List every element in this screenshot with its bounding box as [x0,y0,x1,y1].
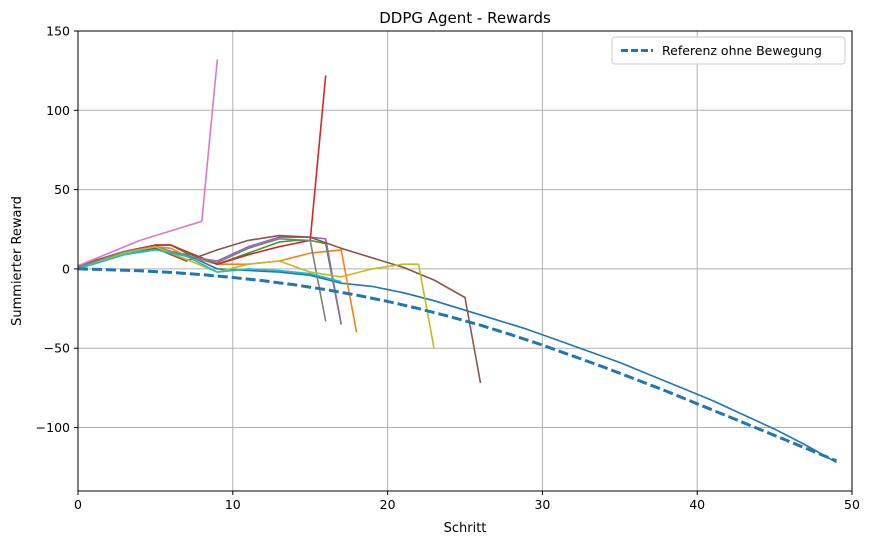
legend-box [611,36,846,65]
legend: Referenz ohne Bewegung [611,36,846,65]
y-tick-label: −50 [44,341,70,356]
y-tick-label: 0 [62,261,70,276]
y-tick-label: 150 [46,24,70,39]
ticks: 0 10 20 30 40 50 −100 −50 0 50 100 150 [36,24,860,513]
x-tick-label: 20 [380,497,396,512]
series-line-1 [77,247,837,464]
legend-label-reference: Referenz ohne Bewegung [662,43,822,58]
y-tick-label: −100 [36,420,70,435]
x-tick-label: 10 [225,497,241,512]
series-layer [77,59,838,464]
series-line-7 [77,59,219,267]
series-line-8 [77,238,327,322]
plot-frame [77,30,853,492]
y-axis-label: Summierter Reward [10,196,25,326]
x-tick-label: 50 [844,497,860,512]
y-tick-label: 50 [54,182,70,197]
x-axis-label: Schritt [444,521,487,536]
reference-line [77,267,838,463]
x-tick-label: 30 [534,497,550,512]
x-tick-label: 0 [74,497,82,512]
series-line-9 [77,245,435,349]
series-line-10 [77,249,342,283]
y-tick-label: 100 [46,103,70,118]
chart-title: DDPG Agent - Rewards [379,9,551,27]
x-tick-label: 40 [689,497,705,512]
